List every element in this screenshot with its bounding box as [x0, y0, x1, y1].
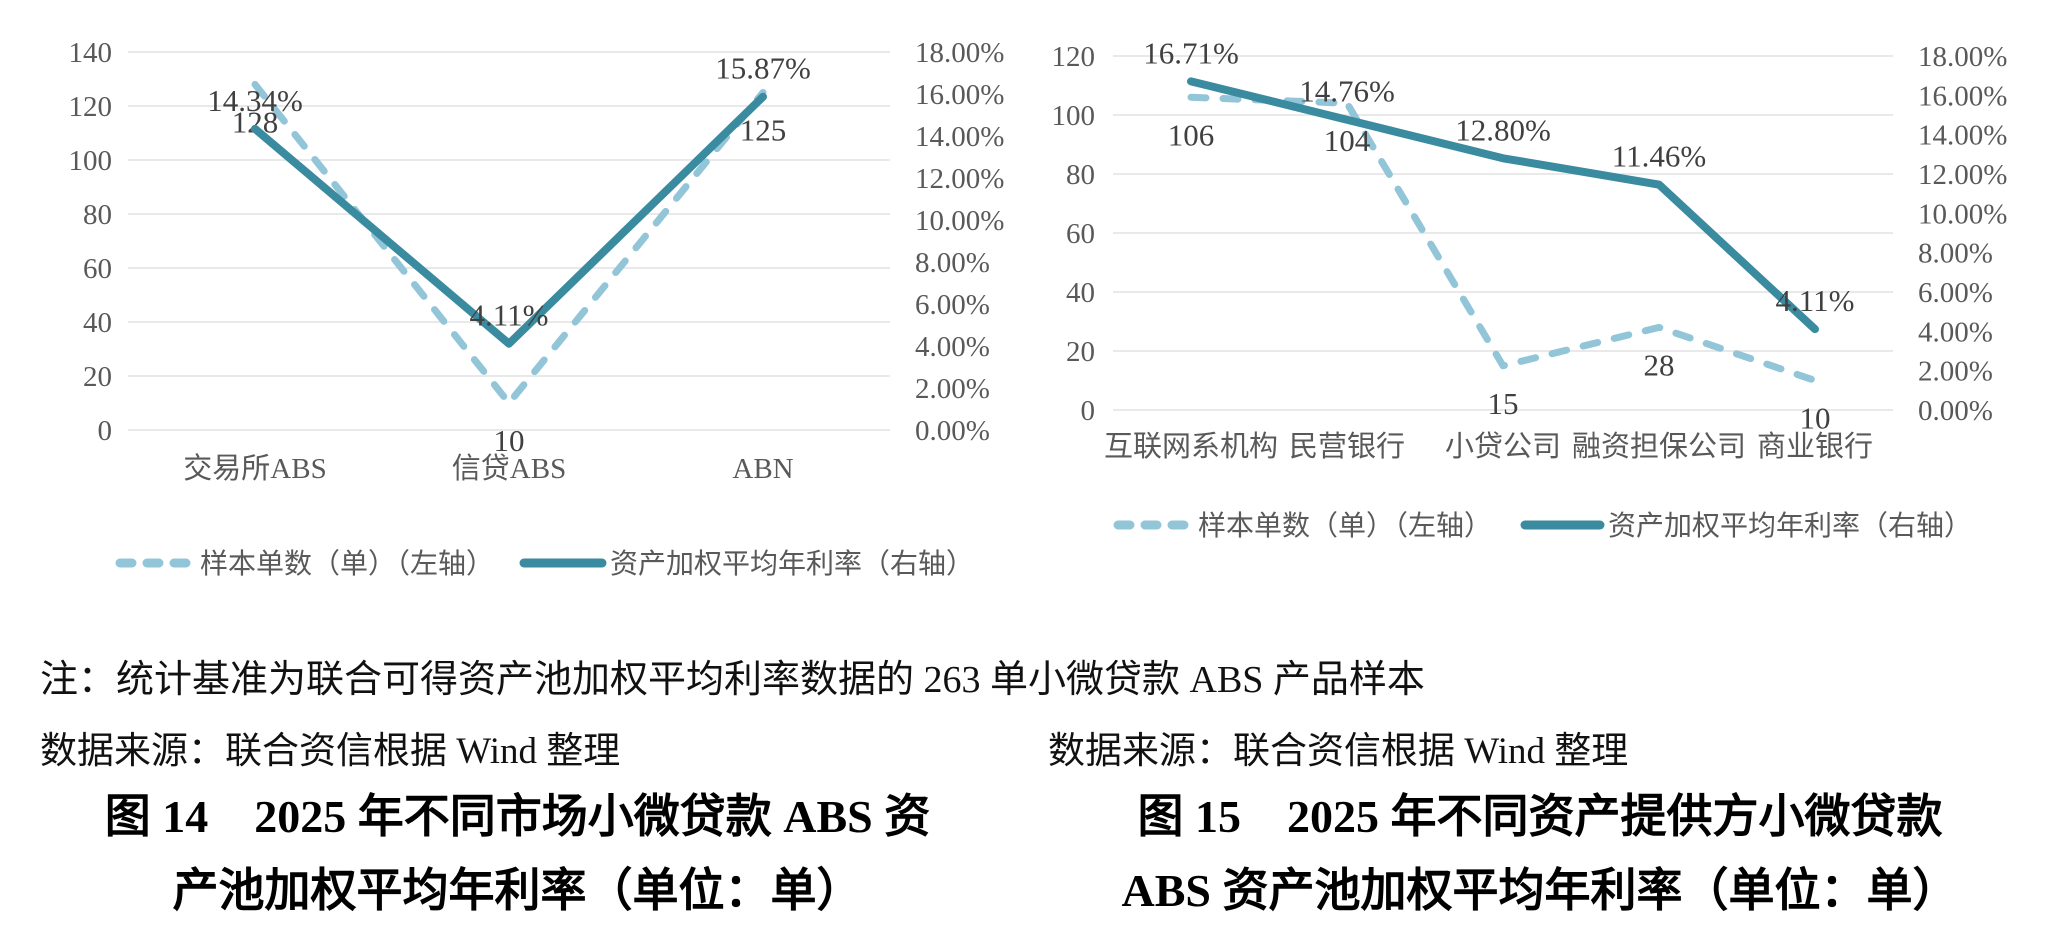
right-axis-tick-label: 0.00% — [915, 415, 990, 447]
left-axis-tick-label: 60 — [83, 253, 112, 285]
caption-fig15: 图 15 2025 年不同资产提供方小微贷款 ABS 资产池加权平均年利率（单位… — [1060, 780, 2020, 928]
left-axis-tick-label: 120 — [69, 91, 113, 123]
data-source-left: 数据来源：联合资信根据 Wind 整理 — [40, 731, 621, 772]
right-axis-tick-label: 4.00% — [915, 331, 990, 363]
category-label: 商业银行 — [1757, 430, 1873, 463]
right-axis-tick-label: 4.00% — [1918, 316, 1993, 348]
left-axis-tick-label: 80 — [83, 199, 112, 231]
right-axis-tick-label: 10.00% — [1918, 198, 2007, 230]
right-axis-tick-label: 8.00% — [1918, 238, 1993, 270]
right-axis-tick-label: 16.00% — [915, 79, 1004, 111]
category-label: 互联网系机构 — [1104, 430, 1278, 463]
left-axis-tick-label: 140 — [69, 37, 113, 69]
legend-label: 样本单数（单）（左轴） — [200, 548, 494, 580]
data-label: 106 — [1168, 117, 1215, 152]
data-label: 15.87% — [715, 51, 811, 86]
figure-note: 注：统计基准为联合可得资产池加权平均利率数据的 263 单小微贷款 ABS 产品… — [40, 659, 1425, 701]
data-label: 28 — [1644, 347, 1675, 382]
left-axis-tick-label: 40 — [83, 307, 112, 339]
right-axis-tick-label: 0.00% — [1918, 395, 1993, 427]
caption-fig15-line1: 图 15 2025 年不同资产提供方小微贷款 — [1137, 791, 1943, 842]
legend-label: 资产加权平均年利率（右轴） — [610, 548, 974, 580]
data-label: 14.76% — [1299, 74, 1395, 109]
caption-fig14-line2: 产池加权平均年利率（单位：单） — [172, 865, 863, 916]
category-label: 民营银行 — [1289, 430, 1405, 463]
left-axis-tick-label: 100 — [69, 145, 113, 177]
left-axis-tick-label: 80 — [1066, 159, 1095, 191]
data-label: 4.11% — [470, 298, 549, 333]
series-line-dashed — [1187, 93, 1819, 384]
series-line-solid — [1187, 77, 1819, 334]
data-label: 14.34% — [207, 83, 303, 118]
caption-fig14-line1: 图 14 2025 年不同市场小微贷款 ABS 资 — [104, 791, 931, 842]
right-axis-tick-label: 10.00% — [915, 205, 1004, 237]
right-axis-tick-label: 14.00% — [915, 121, 1004, 153]
category-label: 交易所ABS — [183, 452, 326, 485]
series-line-dashed — [251, 80, 767, 407]
category-label: 信贷ABS — [452, 452, 566, 485]
data-label: 10 — [494, 423, 525, 458]
data-label: 16.71% — [1143, 35, 1239, 70]
caption-fig15-line2: ABS 资产池加权平均年利率（单位：单） — [1121, 865, 1959, 916]
right-axis-tick-label: 8.00% — [915, 247, 990, 279]
right-axis-tick-label: 18.00% — [1918, 41, 2007, 73]
left-axis-tick-label: 120 — [1052, 41, 1096, 73]
right-axis-tick-label: 16.00% — [1918, 80, 2007, 112]
left-axis-tick-label: 60 — [1066, 218, 1095, 250]
data-label: 125 — [740, 113, 787, 148]
data-label: 15 — [1488, 386, 1519, 421]
series-line-solid — [251, 92, 767, 348]
legend-label: 样本单数（单）（左轴） — [1198, 510, 1492, 542]
right-axis-tick-label: 12.00% — [915, 163, 1004, 195]
right-axis-tick-label: 14.00% — [1918, 120, 2007, 152]
right-axis-tick-label: 12.00% — [1918, 159, 2007, 191]
data-label: 11.46% — [1612, 139, 1706, 174]
right-axis-tick-label: 2.00% — [1918, 356, 1993, 388]
right-axis-tick-label: 18.00% — [915, 37, 1004, 69]
category-label: 融资担保公司 — [1572, 430, 1746, 463]
left-axis-tick-label: 20 — [1066, 336, 1095, 368]
right-axis-tick-label: 2.00% — [915, 373, 990, 405]
left-axis-tick-label: 20 — [83, 361, 112, 393]
category-label: ABN — [732, 453, 793, 485]
caption-fig14: 图 14 2025 年不同市场小微贷款 ABS 资 产池加权平均年利率（单位：单… — [30, 780, 1005, 928]
data-label: 10 — [1800, 401, 1831, 436]
data-source-right: 数据来源：联合资信根据 Wind 整理 — [1048, 731, 1629, 772]
left-axis-tick-label: 100 — [1052, 100, 1096, 132]
legend-label: 资产加权平均年利率（右轴） — [1608, 510, 1972, 542]
data-label: 12.80% — [1455, 112, 1551, 147]
data-label: 104 — [1324, 123, 1371, 158]
right-axis-tick-label: 6.00% — [1918, 277, 1993, 309]
dual-line-charts-canvas: 14012010080604020018.00%16.00%14.00%12.0… — [69, 35, 2008, 580]
category-label: 小贷公司 — [1445, 430, 1561, 463]
data-label: 4.11% — [1776, 283, 1855, 318]
left-axis-tick-label: 0 — [98, 415, 113, 447]
right-axis-tick-label: 6.00% — [915, 289, 990, 321]
left-axis-tick-label: 0 — [1081, 395, 1096, 427]
left-axis-tick-label: 40 — [1066, 277, 1095, 309]
